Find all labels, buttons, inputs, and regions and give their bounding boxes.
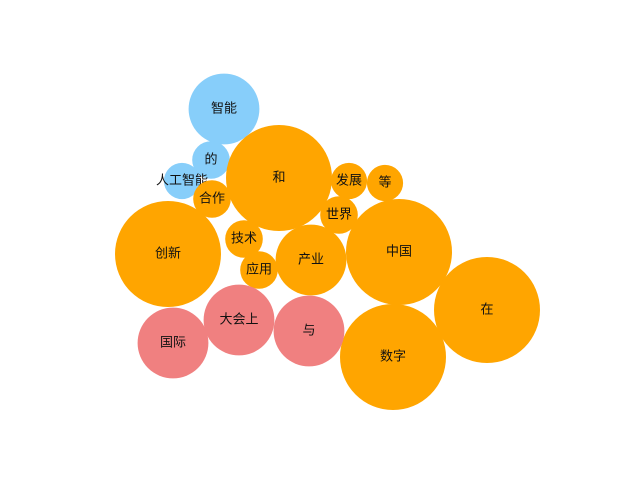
bubble: 大会上 [203,284,275,356]
bubble: 发展 [330,162,368,200]
bubble-label: 大会上 [219,313,258,328]
bubble: 智能 [188,73,260,145]
bubble: 的 [192,141,230,179]
bubble-circle [273,295,345,367]
bubble-circle [193,180,231,218]
bubble-label: 产业 [298,253,324,268]
bubble: 中国 [346,199,452,305]
bubble-label: 在 [480,303,493,318]
bubble-circle [240,251,278,289]
bubble: 产业 [275,224,347,296]
bubble: 创新 [115,201,221,307]
bubble: 世界 [320,196,358,234]
bubble-label: 和 [272,171,285,186]
bubble-label: 应用 [246,262,272,278]
bubble-circle [115,201,221,307]
bubble: 应用 [240,251,278,289]
bubble-circle [275,224,347,296]
bubble-circle [340,304,446,410]
bubble-label: 与 [302,324,315,339]
bubble-label: 国际 [160,336,186,351]
bubble-label: 数字 [380,350,406,365]
bubble: 等 [366,164,404,202]
bubble: 数字 [340,304,446,410]
bubble-circle [330,162,368,200]
bubble-circle [188,73,260,145]
bubble-label: 等 [378,175,391,191]
bubble-circle [163,162,201,200]
bubble-label: 创新 [155,246,181,262]
bubble-circle [320,196,358,234]
bubble-label: 世界 [326,208,352,223]
bubble-label: 合作 [199,192,225,207]
bubble-circle [137,307,209,379]
bubble-label: 中国 [386,245,412,260]
bubble: 技术 [225,220,263,258]
bubble-circle [366,164,404,202]
bubble: 人工智能 [156,162,208,200]
bubble-label: 发展 [336,173,362,189]
bubble-label: 人工智能 [156,174,208,189]
bubble: 在 [434,257,540,363]
bubble: 和 [226,125,332,231]
bubble-circle [346,199,452,305]
bubble-circle [226,125,332,231]
bubble: 与 [273,295,345,367]
bubble-circle [225,220,263,258]
bubble: 合作 [193,180,231,218]
bubble-label: 技术 [231,232,257,247]
bubble-label: 的 [204,152,217,168]
bubble: 国际 [137,307,209,379]
bubble-circle [203,284,275,356]
bubble-circle [192,141,230,179]
bubble-circle [434,257,540,363]
bubble-label: 智能 [211,102,237,117]
